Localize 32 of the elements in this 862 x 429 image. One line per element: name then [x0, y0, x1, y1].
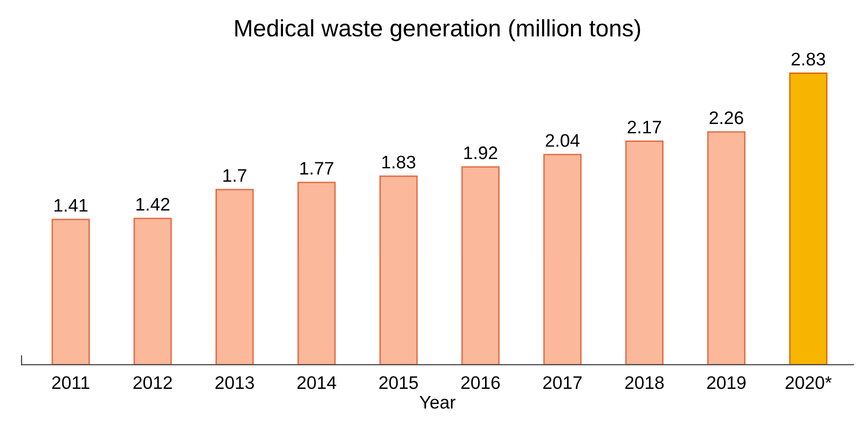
bar: [625, 140, 664, 365]
x-tick-label: 2015: [379, 376, 418, 390]
bar: [215, 188, 254, 365]
bar: [543, 154, 582, 365]
data-label: 2.17: [628, 120, 662, 134]
chart-title: Medical waste generation (million tons): [235, 19, 640, 42]
x-tick-label: 2014: [297, 376, 336, 390]
x-tick-label: 2017: [543, 376, 582, 390]
x-tick-label: 2020*: [786, 376, 832, 390]
data-label: 1.77: [300, 162, 334, 174]
bar: [789, 72, 828, 365]
x-tick-label: 2018: [625, 376, 664, 390]
data-label: 2.83: [792, 52, 826, 66]
x-tick-label: 2012: [134, 376, 172, 390]
x-tick-label: 2016: [461, 376, 500, 390]
data-label: 2.26: [710, 111, 744, 124]
data-label: 1.41: [54, 199, 88, 212]
x-tick-label: 2019: [707, 376, 746, 390]
x-axis-title: Year: [420, 396, 456, 409]
data-label: 1.83: [382, 156, 416, 168]
bar: [134, 218, 172, 365]
x-tick-label: 2011: [52, 376, 90, 390]
data-label: 1.92: [464, 146, 498, 160]
data-label: 2.04: [546, 134, 580, 147]
bar: [461, 166, 500, 365]
data-label: 1.42: [136, 198, 170, 211]
bar: [52, 218, 90, 365]
x-tick-label: 2013: [215, 376, 254, 390]
data-label: 1.7: [223, 169, 246, 182]
bar: [379, 176, 418, 365]
bar: [297, 182, 336, 365]
bar: [707, 131, 746, 365]
